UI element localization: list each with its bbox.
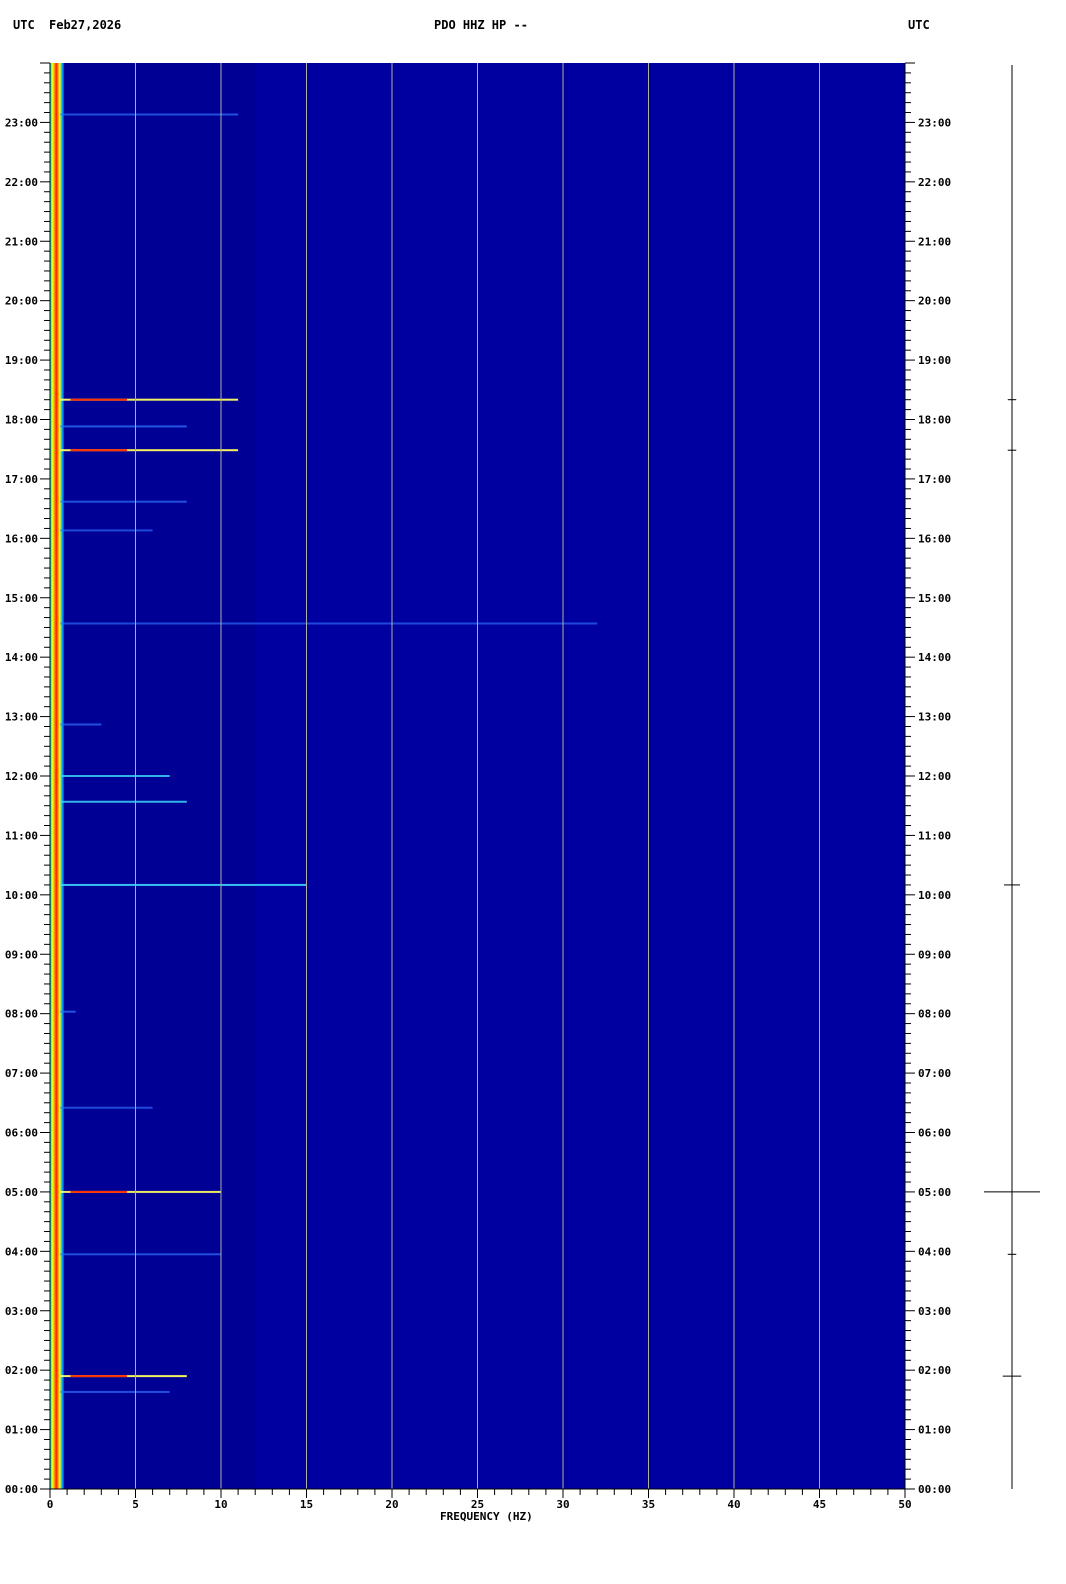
y-tick-label-right: 05:00 bbox=[918, 1186, 951, 1199]
event-line-core bbox=[70, 449, 127, 452]
event-line bbox=[60, 1390, 170, 1393]
y-tick-label-right: 04:00 bbox=[918, 1245, 951, 1258]
x-tick-label: 25 bbox=[471, 1498, 484, 1511]
y-tick-label-left: 12:00 bbox=[5, 770, 38, 783]
y-tick-label-left: 00:00 bbox=[5, 1483, 38, 1496]
y-tick-label-left: 21:00 bbox=[5, 235, 38, 248]
y-tick-label-left: 08:00 bbox=[5, 1008, 38, 1021]
event-line bbox=[60, 1190, 222, 1193]
y-tick-label-left: 07:00 bbox=[5, 1067, 38, 1080]
y-tick-label-right: 03:00 bbox=[918, 1305, 951, 1318]
y-tick-label-left: 09:00 bbox=[5, 948, 38, 961]
y-tick-label-left: 17:00 bbox=[5, 473, 38, 486]
y-tick-label-left: 11:00 bbox=[5, 829, 38, 842]
y-tick-label-right: 09:00 bbox=[918, 948, 951, 961]
x-axis-label: FREQUENCY (HZ) bbox=[440, 1510, 533, 1523]
event-line bbox=[60, 1253, 222, 1256]
event-line bbox=[60, 529, 153, 532]
x-tick-label: 15 bbox=[300, 1498, 313, 1511]
y-tick-label-right: 07:00 bbox=[918, 1067, 951, 1080]
x-tick-label: 30 bbox=[556, 1498, 569, 1511]
event-line-core bbox=[70, 1190, 127, 1193]
y-tick-label-right: 10:00 bbox=[918, 889, 951, 902]
y-tick-label-left: 18:00 bbox=[5, 414, 38, 427]
date-label: Feb27,2026 bbox=[49, 18, 122, 32]
event-line bbox=[60, 723, 102, 726]
right-timezone-label: UTC bbox=[908, 18, 930, 32]
x-tick-label: 0 bbox=[47, 1498, 54, 1511]
y-tick-label-right: 15:00 bbox=[918, 592, 951, 605]
x-tick-label: 20 bbox=[385, 1498, 398, 1511]
event-line-core bbox=[70, 1375, 127, 1378]
x-tick-label: 50 bbox=[898, 1498, 911, 1511]
y-tick-label-left: 04:00 bbox=[5, 1245, 38, 1258]
event-line bbox=[60, 449, 239, 452]
y-tick-label-right: 18:00 bbox=[918, 414, 951, 427]
y-tick-label-right: 00:00 bbox=[918, 1483, 951, 1496]
event-line bbox=[60, 883, 307, 886]
event-line bbox=[60, 398, 239, 401]
y-tick-label-right: 21:00 bbox=[918, 235, 951, 248]
y-tick-label-right: 02:00 bbox=[918, 1364, 951, 1377]
low-frequency-band bbox=[50, 63, 64, 1489]
y-tick-label-left: 10:00 bbox=[5, 889, 38, 902]
y-tick-label-left: 20:00 bbox=[5, 295, 38, 308]
y-tick-label-right: 06:00 bbox=[918, 1127, 951, 1140]
y-tick-label-left: 05:00 bbox=[5, 1186, 38, 1199]
y-tick-label-right: 13:00 bbox=[918, 711, 951, 724]
y-tick-label-right: 14:00 bbox=[918, 651, 951, 664]
y-tick-label-left: 01:00 bbox=[5, 1424, 38, 1437]
x-tick-label: 5 bbox=[132, 1498, 139, 1511]
left-timezone-label: UTC bbox=[13, 18, 35, 32]
event-line-core bbox=[70, 398, 127, 401]
event-line bbox=[60, 800, 187, 803]
event-line bbox=[60, 622, 598, 625]
y-tick-label-left: 23:00 bbox=[5, 116, 38, 129]
y-tick-label-right: 19:00 bbox=[918, 354, 951, 367]
y-tick-label-right: 23:00 bbox=[918, 116, 951, 129]
y-tick-label-left: 06:00 bbox=[5, 1127, 38, 1140]
y-tick-label-right: 22:00 bbox=[918, 176, 951, 189]
y-tick-label-right: 11:00 bbox=[918, 829, 951, 842]
y-tick-label-left: 19:00 bbox=[5, 354, 38, 367]
y-tick-label-left: 22:00 bbox=[5, 176, 38, 189]
y-tick-label-right: 17:00 bbox=[918, 473, 951, 486]
event-line bbox=[60, 1106, 153, 1109]
y-tick-label-right: 16:00 bbox=[918, 532, 951, 545]
event-line bbox=[60, 775, 170, 777]
y-tick-label-left: 15:00 bbox=[5, 592, 38, 605]
y-tick-label-left: 13:00 bbox=[5, 711, 38, 724]
y-tick-label-right: 12:00 bbox=[918, 770, 951, 783]
x-tick-label: 40 bbox=[727, 1498, 740, 1511]
y-tick-label-left: 16:00 bbox=[5, 532, 38, 545]
x-tick-label: 10 bbox=[214, 1498, 227, 1511]
y-tick-label-right: 08:00 bbox=[918, 1008, 951, 1021]
x-tick-label: 35 bbox=[642, 1498, 655, 1511]
event-line bbox=[60, 1010, 76, 1013]
y-tick-label-right: 01:00 bbox=[918, 1424, 951, 1437]
event-line bbox=[60, 425, 187, 428]
y-tick-label-right: 20:00 bbox=[918, 295, 951, 308]
event-line bbox=[60, 113, 239, 116]
y-tick-label-left: 02:00 bbox=[5, 1364, 38, 1377]
x-tick-label: 45 bbox=[813, 1498, 826, 1511]
y-tick-label-left: 03:00 bbox=[5, 1305, 38, 1318]
y-tick-label-left: 14:00 bbox=[5, 651, 38, 664]
chart-title: PDO HHZ HP -- bbox=[434, 18, 528, 32]
event-line bbox=[60, 500, 187, 503]
